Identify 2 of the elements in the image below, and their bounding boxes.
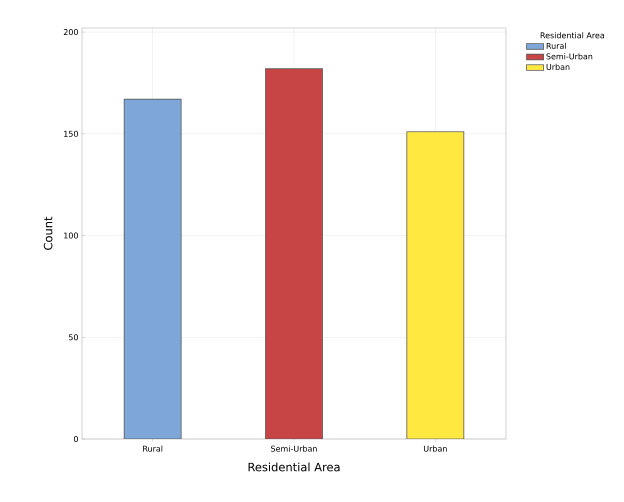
x-axis-title: Residential Area bbox=[248, 462, 340, 472]
y-axis-title: Count bbox=[44, 216, 52, 250]
